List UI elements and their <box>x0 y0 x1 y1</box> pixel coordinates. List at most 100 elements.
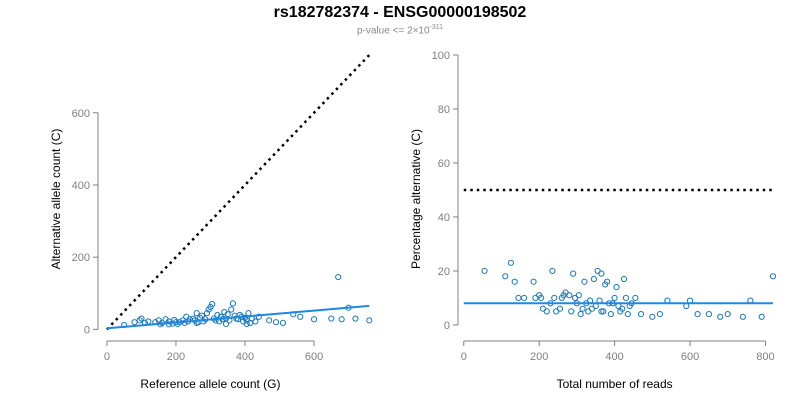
chart-right: 0 200 400 600 800 0 20 40 60 80 100 Total number of… <box>409 50 777 391</box>
data-point <box>619 305 626 312</box>
y-tick-label: 20 <box>438 266 450 278</box>
data-point <box>724 311 731 318</box>
data-point <box>511 278 518 285</box>
reference-line <box>106 54 371 331</box>
y-tick-label: 40 <box>438 212 450 224</box>
data-point <box>212 317 219 324</box>
data-point <box>656 311 663 318</box>
data-point <box>566 292 573 299</box>
data-point <box>502 273 509 280</box>
data-point <box>637 311 645 318</box>
data-point <box>598 308 605 315</box>
data-point <box>622 294 630 302</box>
data-point <box>769 273 777 280</box>
data-point <box>229 300 237 307</box>
data-point <box>310 316 318 323</box>
data-point <box>600 308 607 315</box>
y-axis-label: Alternative allele count (C) <box>49 129 63 270</box>
data-point <box>598 270 605 277</box>
fit-line <box>106 304 370 330</box>
data-point <box>224 311 231 318</box>
data-point <box>611 294 618 302</box>
x-tick-label: 600 <box>305 351 323 363</box>
y-tick-label: 600 <box>72 108 90 120</box>
x-tick-label: 800 <box>756 351 774 363</box>
data-point <box>338 316 345 323</box>
data-point <box>694 311 701 318</box>
data-point <box>297 313 304 320</box>
data-point <box>203 310 211 317</box>
data-point <box>570 270 577 277</box>
x-tick-label: 400 <box>605 351 623 363</box>
x-tick-label: 400 <box>236 351 254 363</box>
data-point <box>481 267 488 275</box>
p-value-text: p-value <= 2×10 <box>356 25 430 37</box>
data-point <box>530 278 537 285</box>
data-point <box>252 318 259 325</box>
data-point <box>245 310 252 317</box>
x-axis-label: Reference allele count (G) <box>140 377 280 391</box>
x-tick-label: 200 <box>167 351 185 363</box>
data-point <box>581 278 588 285</box>
data-point <box>335 273 342 281</box>
data-point <box>568 308 575 315</box>
data-point <box>131 319 138 326</box>
y-axis-label: Percentage alternative (C) <box>409 129 423 269</box>
data-point <box>352 315 359 322</box>
data-point <box>537 294 545 302</box>
x-tick-label: 0 <box>461 351 467 363</box>
page-subtitle: p-value <= 2×10-311 <box>0 24 800 36</box>
data-point <box>603 278 611 285</box>
data-point <box>507 259 515 266</box>
data-point <box>705 311 712 318</box>
y-tick-label: 60 <box>438 158 450 170</box>
data-point <box>272 319 280 326</box>
y-tick-label: 0 <box>84 324 90 336</box>
data-point <box>515 294 522 302</box>
data-point <box>255 313 262 320</box>
data-point <box>198 312 205 319</box>
y-tick-label: 200 <box>72 252 90 264</box>
y-tick-label: 400 <box>72 180 90 192</box>
data-point <box>632 294 639 302</box>
data-point <box>575 292 582 299</box>
data-point <box>551 294 558 302</box>
data-point <box>222 320 230 328</box>
data-point <box>579 305 586 312</box>
data-point <box>165 321 173 328</box>
data-point <box>577 311 584 318</box>
data-point <box>521 294 528 302</box>
data-point <box>717 313 724 320</box>
data-point <box>758 313 765 320</box>
data-point <box>649 313 656 320</box>
data-point <box>228 306 235 313</box>
x-axis-label: Total number of reads <box>557 377 673 391</box>
data-point <box>214 311 221 319</box>
data-point <box>620 275 628 283</box>
x-tick-label: 0 <box>104 351 110 363</box>
y-tick-label: 0 <box>444 320 450 332</box>
data-point <box>266 317 273 324</box>
data-point <box>138 315 145 322</box>
data-point <box>607 311 614 318</box>
page-title: rs182782374 - ENSG00000198502 <box>273 4 527 21</box>
y-tick-label: 80 <box>438 104 450 116</box>
x-tick-label: 200 <box>530 351 548 363</box>
data-point <box>279 319 287 326</box>
data-point <box>209 301 216 308</box>
data-point <box>366 317 373 324</box>
data-point <box>136 317 143 324</box>
data-point <box>328 315 335 322</box>
data-point <box>243 320 250 328</box>
x-tick-label: 600 <box>681 351 699 363</box>
data-point <box>193 310 200 317</box>
data-point <box>739 313 746 320</box>
data-point <box>624 311 631 318</box>
p-value-exponent: -311 <box>429 24 444 31</box>
data-point <box>543 308 550 315</box>
chart-left: 0 200 400 600 0 200 400 600 Reference allele cou… <box>49 54 373 391</box>
data-point <box>549 267 556 275</box>
data-point <box>590 275 597 283</box>
